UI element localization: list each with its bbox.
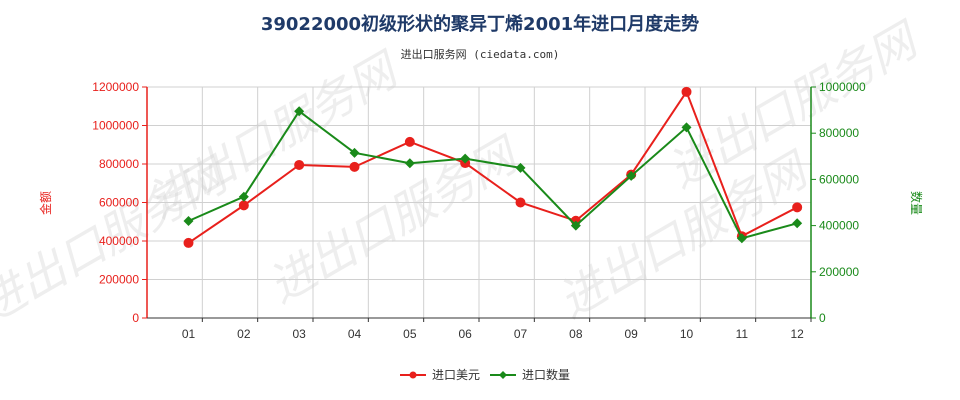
y-right-tick-label: 800000 bbox=[819, 126, 859, 140]
watermark-text: 进出口服务网 bbox=[139, 41, 410, 229]
x-tick-label: 11 bbox=[736, 327, 749, 341]
data-point bbox=[183, 237, 194, 248]
data-point bbox=[294, 106, 305, 117]
data-point bbox=[294, 159, 305, 170]
x-tick-label: 01 bbox=[182, 327, 196, 341]
data-point bbox=[238, 200, 249, 211]
y-right-tick-label: 0 bbox=[819, 311, 826, 325]
y-left-tick-label: 0 bbox=[132, 311, 139, 325]
data-point bbox=[349, 161, 360, 172]
x-tick-label: 04 bbox=[348, 327, 362, 341]
data-point bbox=[183, 215, 194, 226]
data-point bbox=[626, 170, 637, 181]
data-point bbox=[238, 191, 249, 202]
data-point bbox=[460, 153, 471, 164]
data-point bbox=[792, 202, 803, 213]
plot-area: 0 200000 400000 600000 800000 1000000 1200000 0… bbox=[92, 80, 866, 341]
data-point bbox=[515, 197, 526, 208]
data-point bbox=[681, 122, 692, 133]
y-left-tick-label: 800000 bbox=[99, 157, 139, 171]
legend-swatch-marker bbox=[409, 371, 417, 379]
x-tick-label: 03 bbox=[292, 327, 306, 341]
y-right-tick-label: 1000000 bbox=[819, 80, 866, 94]
y-right-tick-label: 600000 bbox=[819, 172, 859, 186]
legend-label: 进口数量 bbox=[522, 367, 570, 382]
y-left-tick-label: 600000 bbox=[99, 196, 139, 210]
y-right-axis-label: 数量 bbox=[909, 191, 924, 215]
x-tick-label: 05 bbox=[403, 327, 417, 341]
x-tick-label: 09 bbox=[624, 327, 638, 341]
data-point bbox=[736, 233, 747, 244]
series-line bbox=[187, 89, 798, 244]
data-point bbox=[681, 86, 692, 97]
chart-title: 39022000初级形状的聚异丁烯2001年进口月度走势 bbox=[261, 13, 699, 35]
chart-subtitle: 进出口服务网 (ciedata.com) bbox=[401, 47, 560, 61]
watermark-text: 进出口服务网 bbox=[259, 126, 530, 314]
y-left-tick-label: 400000 bbox=[99, 234, 139, 248]
y-right-tick-label: 400000 bbox=[819, 219, 859, 233]
data-point bbox=[792, 218, 803, 229]
x-tick-label: 07 bbox=[514, 327, 528, 341]
data-point bbox=[515, 162, 526, 173]
data-point bbox=[404, 158, 415, 169]
legend-label: 进口美元 bbox=[432, 368, 480, 382]
x-tick-label: 06 bbox=[458, 327, 472, 341]
y-left-tick-label: 1000000 bbox=[92, 119, 139, 133]
x-tick-label: 08 bbox=[569, 327, 583, 341]
series-line bbox=[188, 109, 798, 240]
data-point bbox=[349, 147, 360, 158]
x-tick-label: 10 bbox=[680, 327, 694, 341]
x-tick-label: 02 bbox=[237, 327, 251, 341]
legend-swatch-marker bbox=[499, 371, 507, 379]
data-point bbox=[570, 220, 581, 231]
x-tick-label: 12 bbox=[790, 327, 804, 341]
y-left-tick-label: 200000 bbox=[99, 273, 139, 287]
y-right-tick-label: 200000 bbox=[819, 265, 859, 279]
data-point bbox=[404, 136, 415, 147]
y-left-axis-label: 金额 bbox=[38, 191, 53, 215]
legend: 进口美元 进口数量 bbox=[400, 367, 570, 382]
y-left-tick-label: 1200000 bbox=[92, 80, 139, 94]
